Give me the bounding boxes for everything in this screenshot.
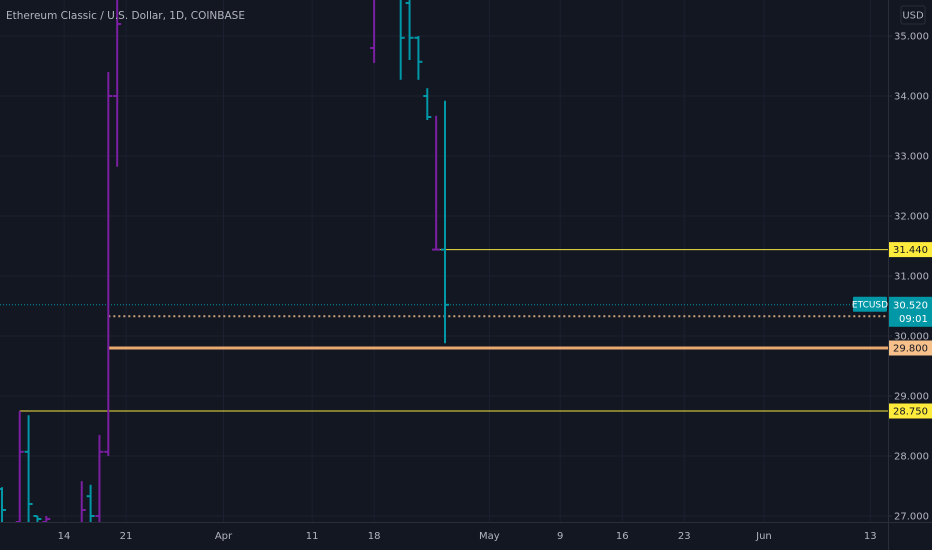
x-tick-label: 11: [306, 531, 319, 542]
last-price-label: 30.520: [893, 300, 928, 311]
x-tick-label: 21: [120, 531, 133, 542]
y-tick-label: 35.000: [894, 32, 929, 43]
x-tick-label: Apr: [215, 531, 233, 542]
plot: [0, 0, 888, 522]
x-tick-label: 18: [368, 531, 381, 542]
last-price-box: [889, 296, 932, 327]
y-tick-label: 32.000: [894, 212, 929, 223]
x-tick-label: May: [479, 531, 500, 542]
currency-box[interactable]: [900, 5, 926, 25]
y-tick-label: 29.000: [894, 392, 929, 403]
x-tick-label: Jun: [755, 531, 772, 542]
y-tick-label: 27.000: [894, 512, 929, 523]
symbol-label: ETCUSD: [852, 300, 888, 310]
y-tick-label: 28.000: [894, 452, 929, 463]
countdown: 09:01: [899, 314, 928, 325]
level-label-box: [889, 340, 932, 356]
level-label: 29.800: [893, 344, 928, 355]
x-tick-label: 13: [864, 531, 877, 542]
chart-title: Ethereum Classic / U.S. Dollar, 1D, COIN…: [6, 10, 245, 22]
level-label: 28.750: [893, 407, 928, 418]
level-label: 31.440: [893, 245, 928, 256]
x-tick-label: 23: [678, 531, 691, 542]
x-tick-label: 16: [616, 531, 629, 542]
axes: 27.000 28.000 29.000 30.000 31.000 32.000 33.0…: [58, 32, 932, 542]
y-tick-label: 33.000: [894, 152, 929, 163]
y-tick-label: 31.000: [894, 272, 929, 283]
x-tick-label: 9: [557, 531, 563, 542]
level-label-box: [889, 242, 932, 258]
y-tick-label: 34.000: [894, 92, 929, 103]
currency: USD: [902, 11, 924, 22]
x-tick-label: 14: [58, 531, 71, 542]
level-label-box: [889, 403, 932, 419]
symbol-box: [853, 296, 887, 312]
y-tick-label: 30.000: [894, 332, 929, 343]
